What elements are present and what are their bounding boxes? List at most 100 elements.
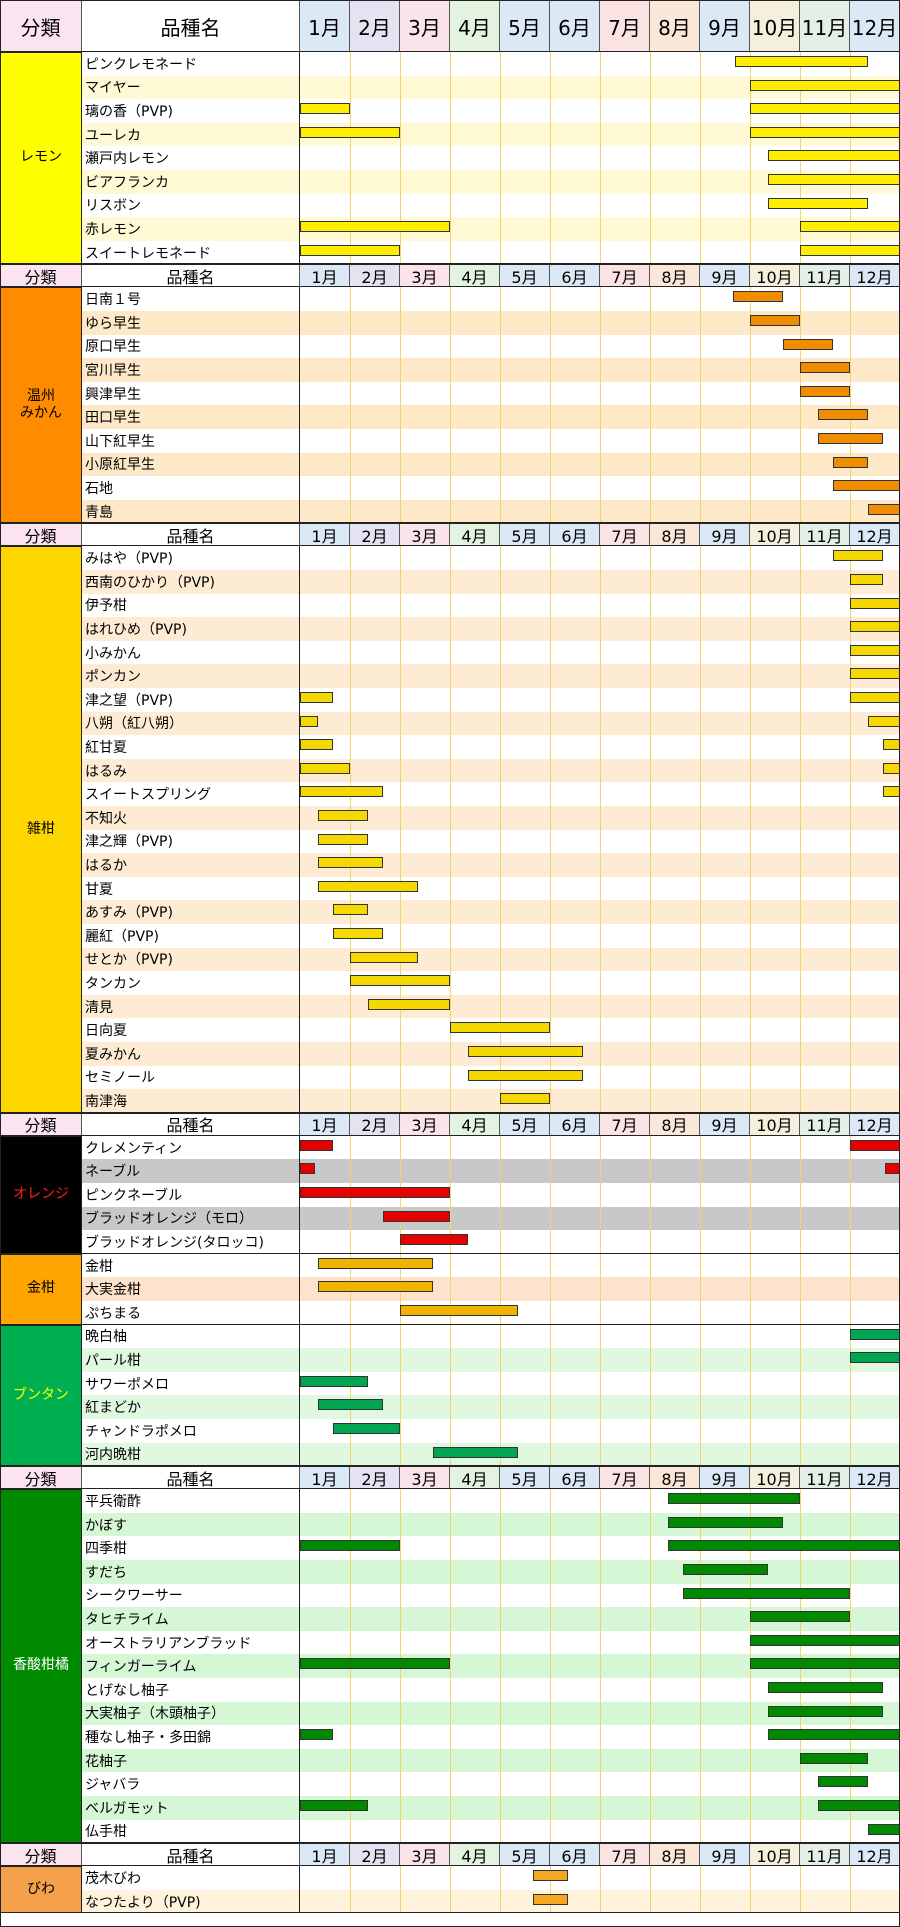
variety-name: 田口早生	[82, 405, 300, 429]
header-month-10: 10月	[750, 1844, 800, 1866]
season-bar	[750, 315, 800, 326]
month-divider	[400, 688, 401, 712]
season-bar	[300, 1658, 450, 1670]
variety-name: タヒチライム	[82, 1607, 300, 1631]
month-divider	[350, 688, 351, 712]
month-divider	[500, 1395, 501, 1419]
month-divider	[650, 688, 651, 712]
month-grid	[300, 146, 900, 170]
month-divider	[700, 287, 701, 311]
season-bar	[300, 786, 383, 798]
month-divider	[450, 146, 451, 170]
month-divider	[350, 334, 351, 359]
month-divider	[500, 146, 501, 170]
season-bar	[500, 1093, 550, 1105]
month-divider	[400, 381, 401, 406]
season-bar	[300, 1187, 450, 1198]
header-month-1: 1月	[300, 265, 350, 287]
month-divider	[450, 1748, 451, 1773]
month-divider	[850, 1089, 851, 1113]
header-month-3: 3月	[400, 1113, 450, 1135]
month-divider	[350, 640, 351, 665]
table-row: ブラッドオレンジ（モロ）	[0, 1206, 900, 1231]
month-divider	[550, 1371, 551, 1396]
month-divider	[850, 876, 851, 901]
month-divider	[550, 1819, 551, 1844]
month-divider	[600, 853, 601, 877]
month-divider	[800, 1395, 801, 1419]
season-bar	[767, 1682, 883, 1693]
month-divider	[450, 1253, 451, 1278]
table-row: 茂木びわ	[0, 1866, 900, 1890]
variety-name: ユーレカ	[82, 122, 300, 147]
header-month-4: 4月	[450, 1467, 500, 1489]
season-bar	[750, 126, 900, 138]
season-bar	[800, 385, 850, 397]
month-divider	[750, 664, 751, 688]
month-divider	[800, 1253, 801, 1278]
month-divider	[850, 1230, 851, 1254]
month-divider	[750, 217, 751, 241]
month-divider	[550, 358, 551, 382]
month-divider	[800, 758, 801, 783]
month-divider	[550, 1725, 551, 1749]
variety-name: 大実柚子（木頭柚子）	[82, 1701, 300, 1726]
month-grid	[300, 1230, 900, 1254]
variety-name: 津之輝（PVP)	[82, 829, 300, 854]
month-divider	[600, 381, 601, 406]
month-grid	[300, 853, 900, 877]
month-divider	[400, 1560, 401, 1584]
month-divider	[650, 217, 651, 241]
variety-name: 仏手柑	[82, 1819, 300, 1844]
month-divider	[350, 1678, 351, 1702]
header-month-12: 12月	[850, 1113, 900, 1135]
month-divider	[700, 1159, 701, 1183]
month-divider	[400, 1419, 401, 1443]
month-divider	[800, 1489, 801, 1513]
variety-name: あすみ（PVP)	[82, 900, 300, 924]
month-divider	[400, 146, 401, 170]
header-month-12: 12月	[850, 1, 900, 51]
month-divider	[550, 947, 551, 972]
month-divider	[400, 593, 401, 618]
month-divider	[450, 1419, 451, 1443]
month-divider	[850, 711, 851, 736]
table-row: 河内晩柑	[0, 1442, 900, 1467]
month-grid	[300, 1489, 900, 1513]
month-divider	[500, 287, 501, 311]
season-bar	[317, 880, 418, 892]
month-divider	[750, 688, 751, 712]
header-month-2: 2月	[350, 1844, 400, 1866]
month-grid	[300, 1654, 900, 1678]
category-cell-kinkan: 金柑	[0, 1253, 82, 1325]
season-bar	[817, 1776, 868, 1788]
header-month-5: 5月	[500, 1, 550, 51]
table-row: 大実柚子（木頭柚子）	[0, 1701, 900, 1726]
month-divider	[800, 853, 801, 877]
variety-name: マイヤー	[82, 75, 300, 100]
header-month-2: 2月	[350, 1467, 400, 1489]
month-divider	[350, 1089, 351, 1113]
month-divider	[600, 640, 601, 665]
month-divider	[600, 52, 601, 76]
month-divider	[550, 1678, 551, 1702]
month-divider	[700, 711, 701, 736]
month-divider	[700, 1819, 701, 1844]
month-divider	[800, 1277, 801, 1301]
month-divider	[700, 1301, 701, 1325]
month-divider	[500, 1560, 501, 1584]
month-divider	[750, 1395, 751, 1419]
month-divider	[750, 1230, 751, 1254]
month-divider	[500, 1819, 501, 1844]
header-month-7: 7月	[600, 524, 650, 546]
header-month-12: 12月	[850, 1467, 900, 1489]
season-bar	[767, 197, 868, 209]
month-divider	[850, 1560, 851, 1584]
header-month-8: 8月	[650, 1113, 700, 1135]
month-divider	[450, 971, 451, 995]
month-divider	[350, 1748, 351, 1773]
month-divider	[550, 1348, 551, 1372]
table-row: 小原紅早生	[0, 452, 900, 477]
month-divider	[350, 1701, 351, 1726]
month-divider	[700, 311, 701, 335]
